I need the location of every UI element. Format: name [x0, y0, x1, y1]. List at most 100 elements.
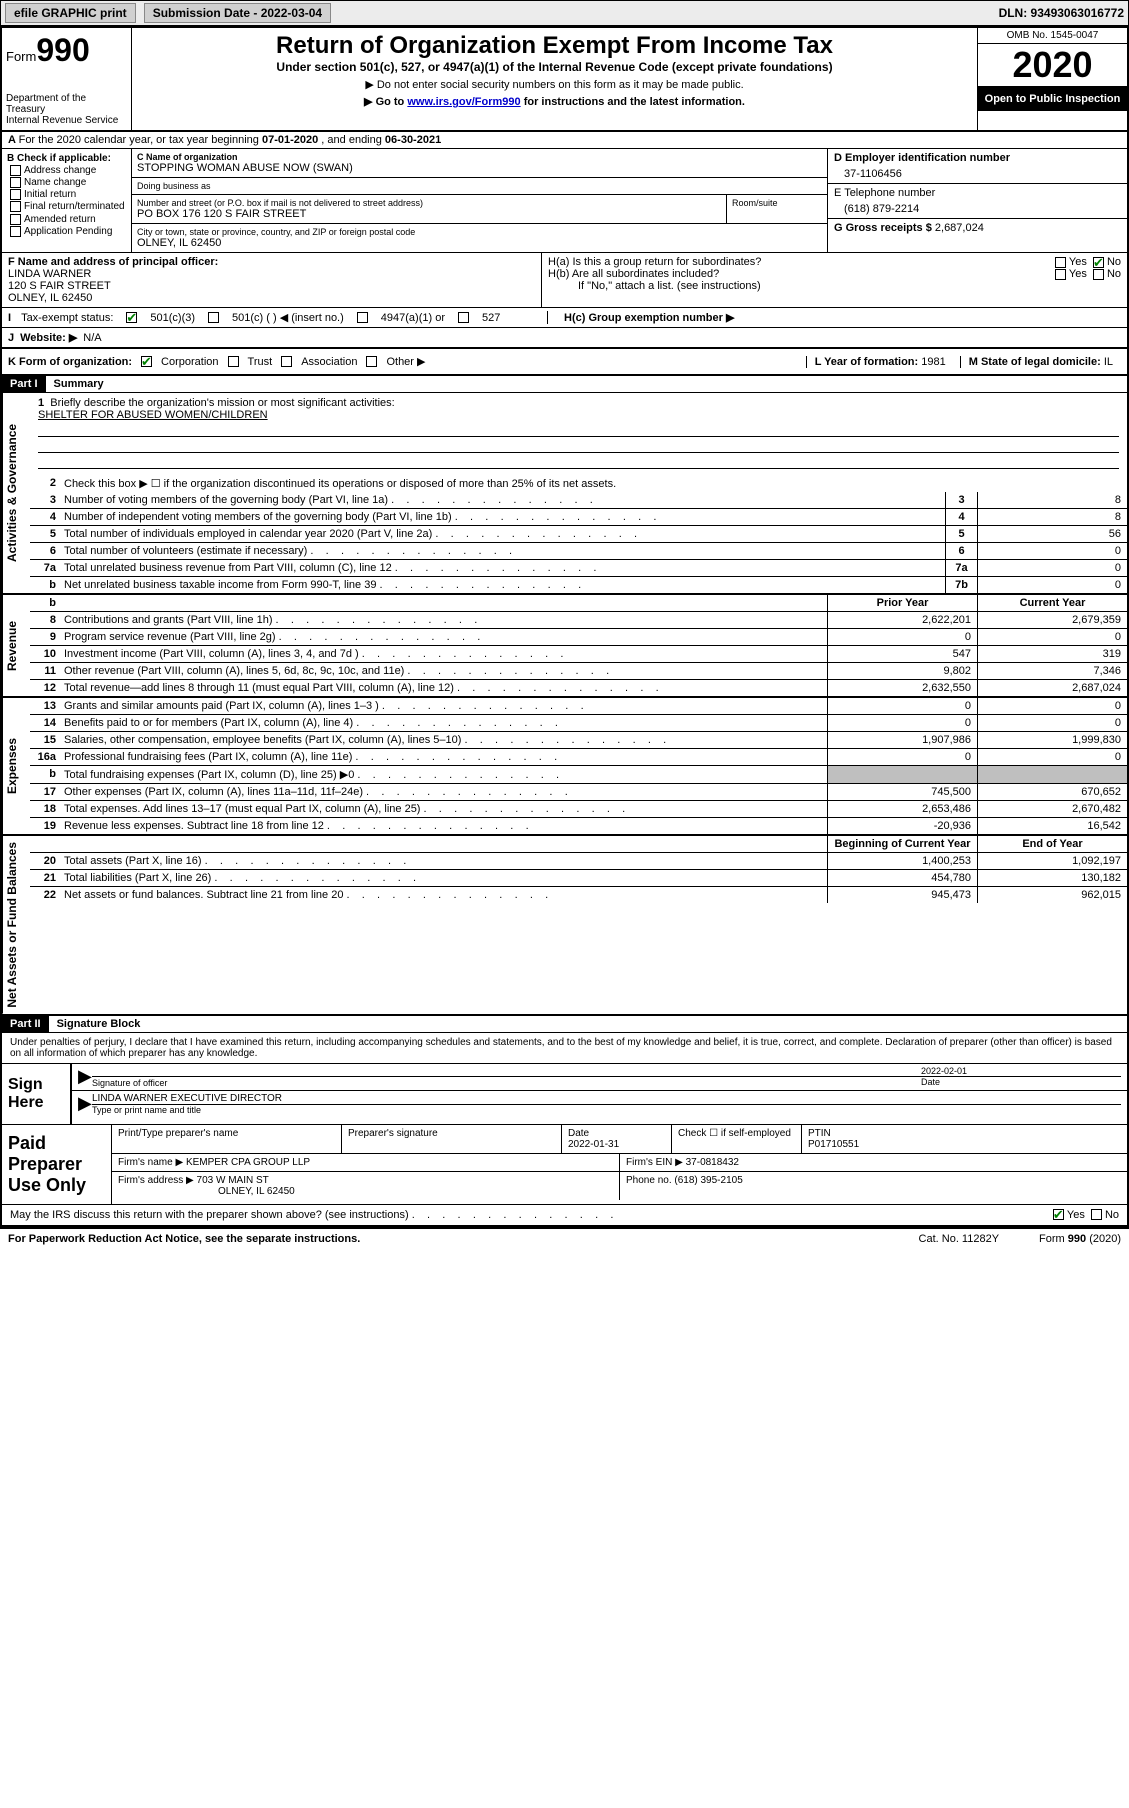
line-7a-val: 0 — [977, 560, 1127, 576]
line-11-prior: 9,802 — [827, 663, 977, 679]
form-subtitle: Under section 501(c), 527, or 4947(a)(1)… — [140, 60, 969, 74]
k-assoc-checkbox[interactable] — [281, 356, 292, 367]
summary-net-assets: Net Assets or Fund Balances Beginning of… — [2, 836, 1127, 1016]
c-room-cell: Room/suite — [727, 195, 827, 223]
checkbox-address-change[interactable] — [10, 165, 21, 176]
i-label: Tax-exempt status: — [21, 312, 113, 324]
line-12: 12 Total revenue—add lines 8 through 11 … — [30, 680, 1127, 696]
form990-link[interactable]: www.irs.gov/Form990 — [407, 96, 520, 108]
h-a-line: H(a) Is this a group return for subordin… — [548, 256, 1121, 268]
discuss-no-checkbox[interactable] — [1091, 1209, 1102, 1220]
header-center: Return of Organization Exempt From Incom… — [132, 28, 977, 130]
summary-expenses: Expenses 13 Grants and similar amounts p… — [2, 698, 1127, 836]
mission-uline-2 — [38, 439, 1119, 453]
k-other-checkbox[interactable] — [366, 356, 377, 367]
sig-officer-label: Signature of officer — [92, 1076, 921, 1088]
line-b-val: 0 — [977, 577, 1127, 593]
sign-here-label: Sign Here — [2, 1064, 72, 1125]
a-pre: For the 2020 calendar year, or tax year … — [19, 134, 262, 146]
line-8-desc: Contributions and grants (Part VIII, lin… — [60, 612, 827, 628]
j-value: N/A — [83, 332, 101, 344]
discuss-text: May the IRS discuss this return with the… — [10, 1209, 613, 1221]
paid-preparer-row: Paid Preparer Use Only Print/Type prepar… — [2, 1125, 1127, 1205]
line-15-prior: 1,907,986 — [827, 732, 977, 748]
i-501c-checkbox[interactable] — [208, 312, 219, 323]
h-b-line: H(b) Are all subordinates included? Yes … — [548, 268, 1121, 280]
part2-label: Part II — [2, 1016, 49, 1032]
checkbox-final-return[interactable] — [10, 201, 21, 212]
ha-yes-checkbox[interactable] — [1055, 257, 1066, 268]
line-16a: 16a Professional fundraising fees (Part … — [30, 749, 1127, 766]
prep-h3: Date2022-01-31 — [562, 1125, 672, 1153]
efile-print-button[interactable]: efile GRAPHIC print — [5, 3, 136, 23]
line-17-desc: Other expenses (Part IX, column (A), lin… — [60, 784, 827, 800]
prep-addr: Firm's address ▶ 703 W MAIN STOLNEY, IL … — [112, 1172, 620, 1200]
k-trust-checkbox[interactable] — [228, 356, 239, 367]
k-label: K Form of organization: — [8, 356, 132, 368]
prep-h1: Print/Type preparer's name — [112, 1125, 342, 1153]
line-9: 9 Program service revenue (Part VIII, li… — [30, 629, 1127, 646]
a-end: 06-30-2021 — [385, 134, 441, 146]
expenses-body: 13 Grants and similar amounts paid (Part… — [30, 698, 1127, 834]
line-16a-current: 0 — [977, 749, 1127, 765]
f-name: LINDA WARNER — [8, 268, 535, 280]
line-16a-prior: 0 — [827, 749, 977, 765]
sign-here-row: Sign Here ▶ Signature of officer 2022-02… — [2, 1064, 1127, 1125]
line-19: 19 Revenue less expenses. Subtract line … — [30, 818, 1127, 834]
i-527-checkbox[interactable] — [458, 312, 469, 323]
ha-no-checkbox[interactable] — [1093, 257, 1104, 268]
d-ein-cell: D Employer identification number 37-1106… — [828, 149, 1127, 184]
prep-firm-line: Firm's name ▶ KEMPER CPA GROUP LLP Firm'… — [112, 1154, 1127, 1172]
note2-post: for instructions and the latest informat… — [521, 96, 745, 108]
checkbox-name-change[interactable] — [10, 177, 21, 188]
l-year: L Year of formation: 1981 — [806, 356, 954, 368]
c-city-label: City or town, state or province, country… — [137, 227, 822, 237]
line-4: 4 Number of independent voting members o… — [30, 509, 1127, 526]
line-10: 10 Investment income (Part VIII, column … — [30, 646, 1127, 663]
summary-revenue: Revenue b Prior Year Current Year 8 Cont… — [2, 595, 1127, 698]
line-b: b Net unrelated business taxable income … — [30, 577, 1127, 593]
checkbox-amended[interactable] — [10, 214, 21, 225]
line-17-current: 670,652 — [977, 784, 1127, 800]
line-14-current: 0 — [977, 715, 1127, 731]
i-501c3-checkbox[interactable] — [126, 312, 137, 323]
line-6-val: 0 — [977, 543, 1127, 559]
hb-yes-checkbox[interactable] — [1055, 269, 1066, 280]
col-current-year: Current Year — [977, 595, 1127, 611]
m-state: M State of legal domicile: IL — [960, 356, 1121, 368]
sig-name-label: Type or print name and title — [92, 1104, 1121, 1115]
row-f-h: F Name and address of principal officer:… — [2, 253, 1127, 308]
line-22-prior: 945,473 — [827, 887, 977, 903]
c-street-cell: Number and street (or P.O. box if mail i… — [132, 195, 727, 223]
line-b-box: 7b — [945, 577, 977, 593]
line-15-desc: Salaries, other compensation, employee b… — [60, 732, 827, 748]
hb-label: H(b) Are all subordinates included? — [548, 268, 719, 280]
note-ssn: ▶ Do not enter social security numbers o… — [140, 78, 969, 91]
j-label: Website: ▶ — [20, 331, 77, 344]
i-4947-checkbox[interactable] — [357, 312, 368, 323]
row-k-form-org: K Form of organization: Corporation Trus… — [2, 349, 1127, 376]
form-header: Form990 Department of the Treasury Inter… — [2, 28, 1127, 132]
prep-addr-line: Firm's address ▶ 703 W MAIN STOLNEY, IL … — [112, 1172, 1127, 1200]
line-8-prior: 2,622,201 — [827, 612, 977, 628]
discuss-yes-checkbox[interactable] — [1053, 1209, 1064, 1220]
line-8: 8 Contributions and grants (Part VIII, l… — [30, 612, 1127, 629]
checkbox-application-pending[interactable] — [10, 226, 21, 237]
col-c-org-info: C Name of organization STOPPING WOMAN AB… — [132, 149, 827, 252]
submission-date-button[interactable]: Submission Date - 2022-03-04 — [144, 3, 331, 23]
part1-title: Summary — [46, 376, 112, 392]
form-container: Form990 Department of the Treasury Inter… — [0, 26, 1129, 1229]
line-9-current: 0 — [977, 629, 1127, 645]
sig-name-line: ▶ LINDA WARNER EXECUTIVE DIRECTOR Type o… — [72, 1091, 1127, 1117]
checkbox-initial-return[interactable] — [10, 189, 21, 200]
footer-pra: For Paperwork Reduction Act Notice, see … — [8, 1233, 360, 1245]
open-inspection: Open to Public Inspection — [978, 87, 1127, 111]
line-10-prior: 547 — [827, 646, 977, 662]
line-b-prior — [827, 766, 977, 783]
hb-no-checkbox[interactable] — [1093, 269, 1104, 280]
line-12-desc: Total revenue—add lines 8 through 11 (mu… — [60, 680, 827, 696]
k-corp-checkbox[interactable] — [141, 356, 152, 367]
form-990: 990 — [36, 32, 89, 68]
sig-name: LINDA WARNER EXECUTIVE DIRECTOR — [92, 1093, 1121, 1104]
c-name: STOPPING WOMAN ABUSE NOW (SWAN) — [137, 162, 822, 174]
